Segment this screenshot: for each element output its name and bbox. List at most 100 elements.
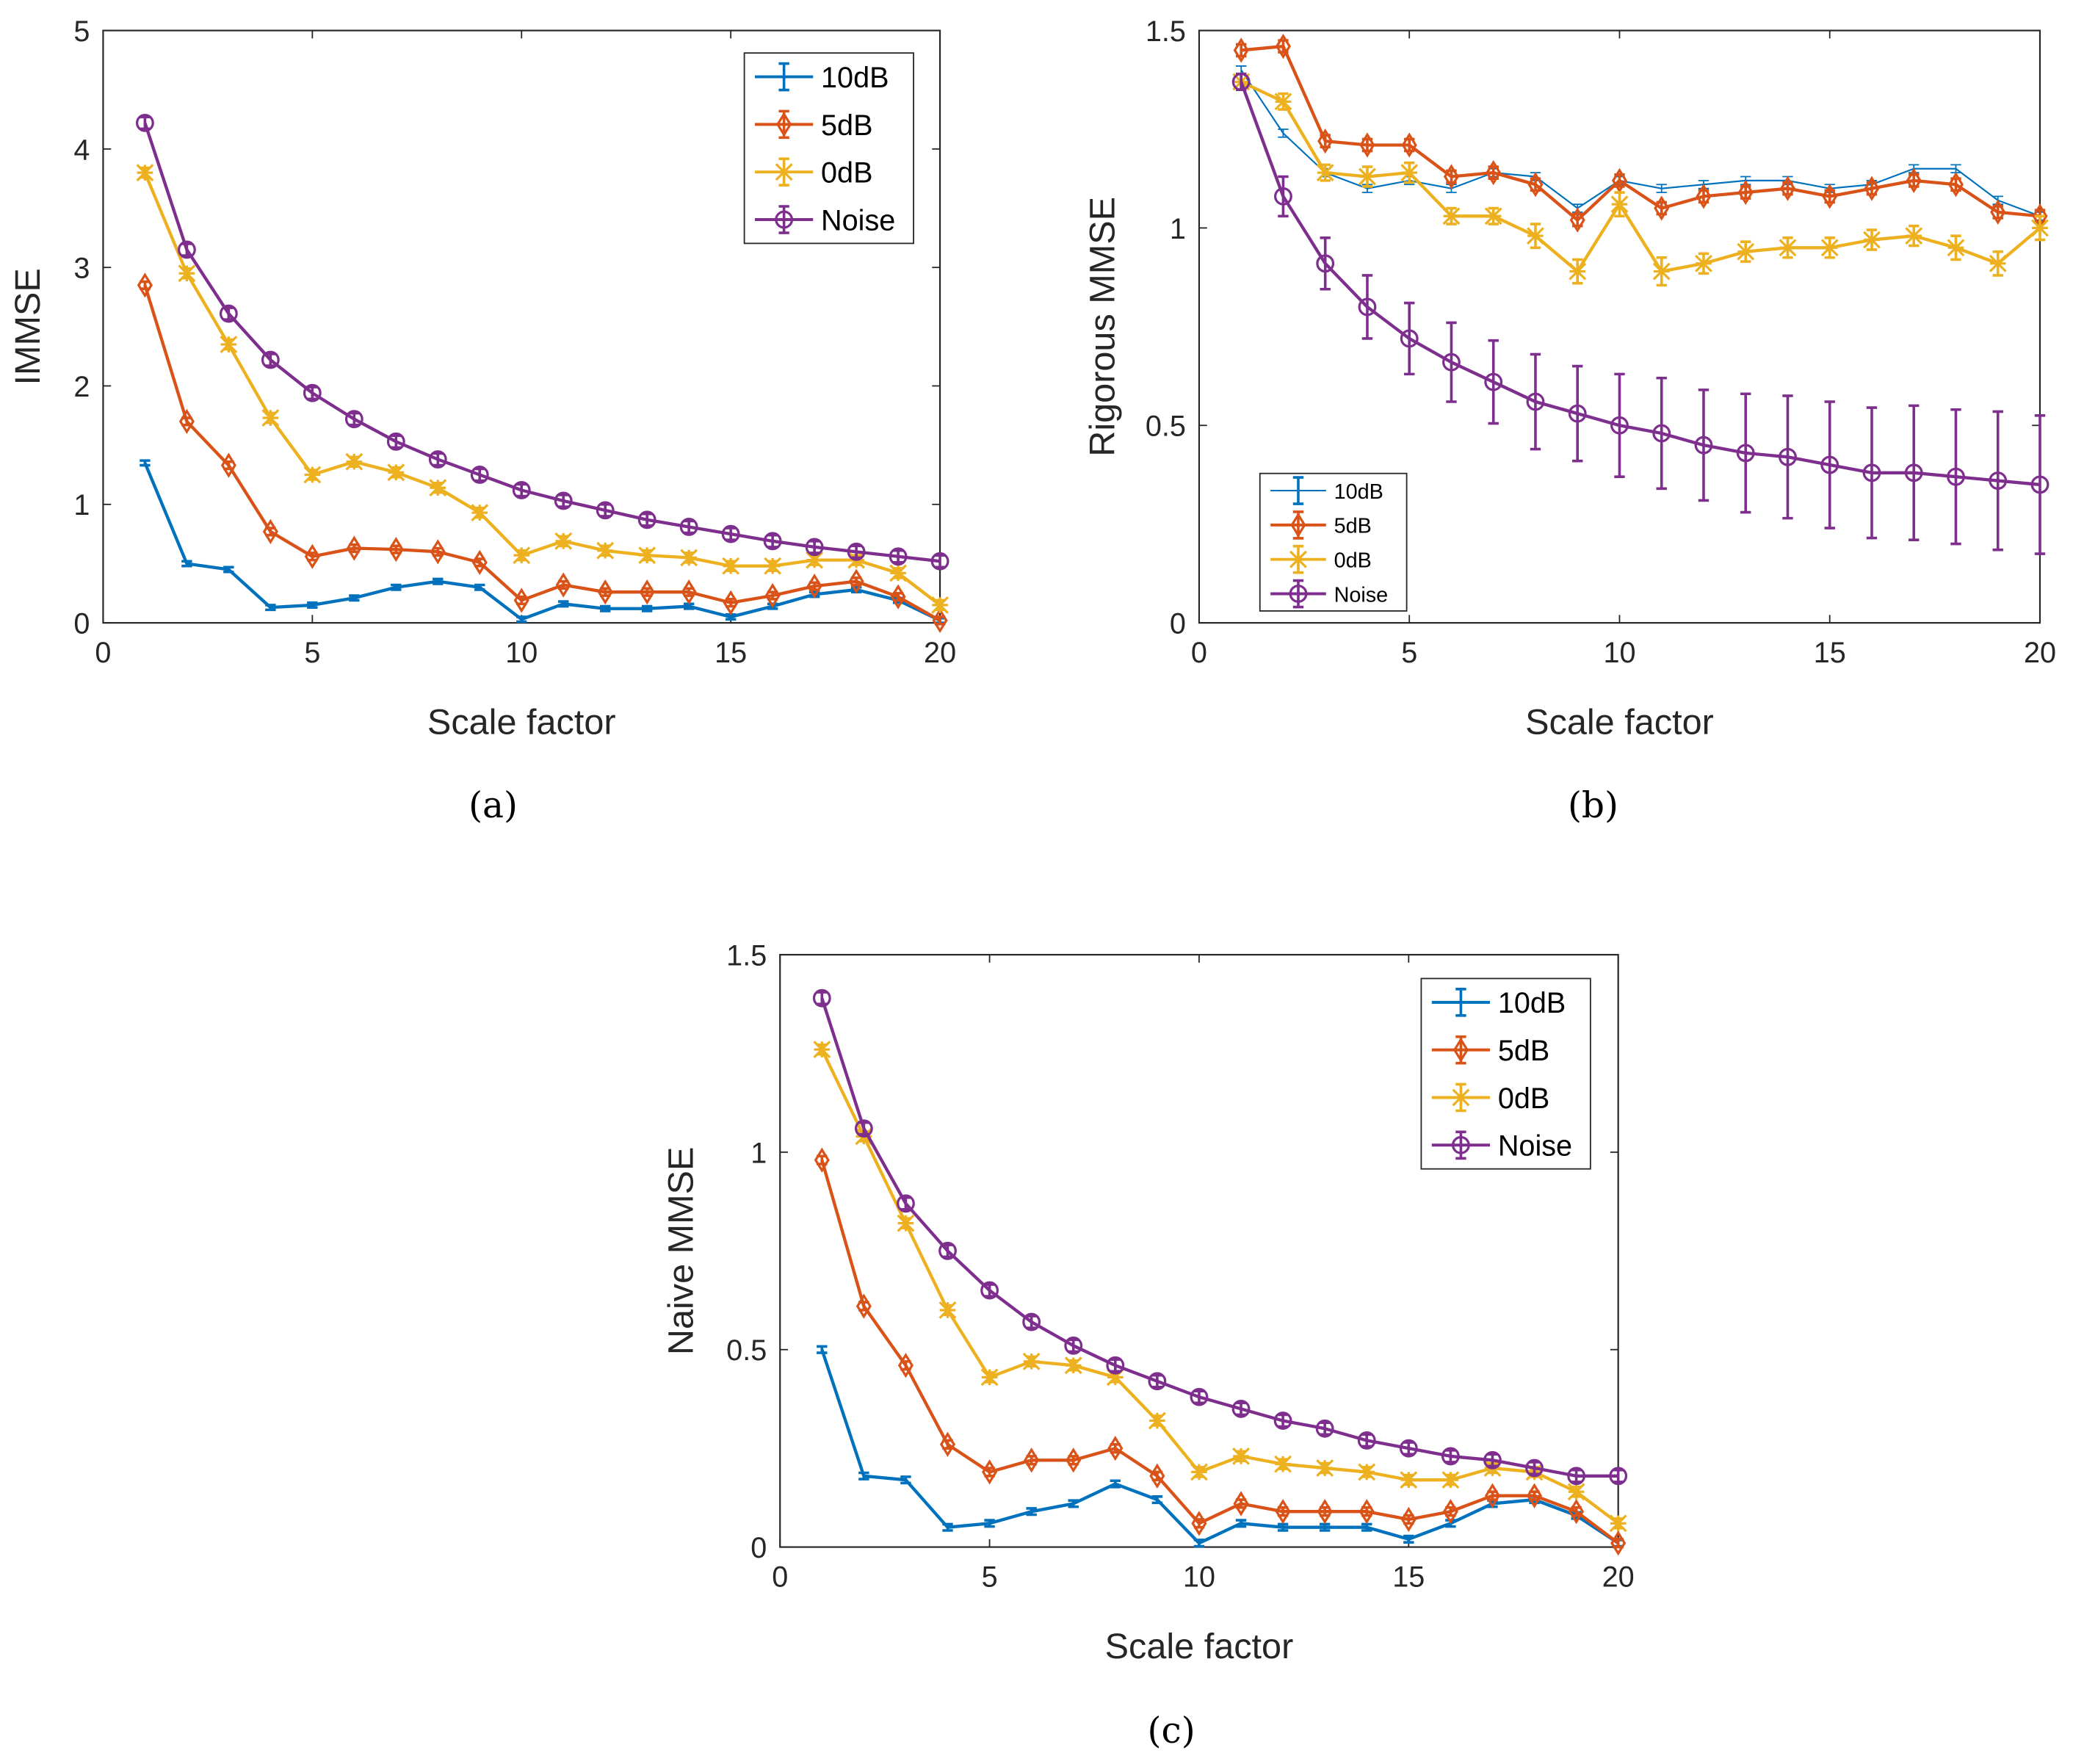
data-point-diamond: [1486, 159, 1502, 186]
data-point-star: [980, 1368, 999, 1387]
data-point-circle: [554, 491, 573, 510]
data-point-diamond: [897, 1353, 914, 1378]
data-point-diamond: [1024, 1447, 1040, 1473]
legend-label: 5dB: [1498, 1035, 1549, 1067]
legend-marker-star: [1452, 1088, 1470, 1107]
x-tick-label: 10: [1183, 1561, 1215, 1594]
data-point-star: [1905, 227, 1923, 245]
data-point-circle: [1567, 1467, 1586, 1486]
x-axis-label: Scale factor: [1525, 702, 1714, 742]
data-point-circle: [1315, 1419, 1334, 1438]
data-point-diamond: [1611, 167, 1628, 194]
data-point-star: [1569, 262, 1587, 281]
data-point-circle: [854, 1119, 873, 1138]
error-bar: [1404, 301, 1415, 376]
data-point-diamond: [1233, 1491, 1249, 1517]
data-point-diamond: [1990, 199, 2006, 225]
data-point-circle: [980, 1281, 999, 1300]
data-point-diamond: [1317, 128, 1334, 154]
legend-item-5dB: 5dB: [755, 109, 872, 142]
data-point-diamond: [137, 272, 153, 298]
data-point-star: [2031, 219, 2049, 237]
data-point-diamond: [806, 573, 822, 599]
error-bar: [1698, 388, 1710, 502]
data-point-circle: [1231, 73, 1251, 91]
data-point-star: [387, 463, 405, 482]
y-axis-label: Rigorous MMSE: [1083, 197, 1123, 457]
data-point-circle: [721, 524, 740, 543]
legend-box: [743, 52, 914, 245]
data-point-diamond: [1947, 172, 1964, 198]
data-point-diamond: [1906, 167, 1922, 194]
data-point-diamond: [1275, 1499, 1291, 1525]
x-tick-label: 5: [304, 637, 320, 669]
data-point-star: [1695, 254, 1712, 272]
data-point-circle: [344, 410, 363, 429]
legend-item-5dB: 5dB: [1431, 1035, 1549, 1067]
legend-label: 0dB: [1498, 1082, 1549, 1115]
legend-label: 0dB: [1334, 549, 1372, 573]
data-point-star: [345, 452, 363, 471]
data-point-diamond: [890, 584, 906, 610]
data-point-star: [1820, 239, 1839, 257]
error-bar: [1361, 274, 1373, 340]
error-bar: [1950, 408, 1961, 546]
legend-label: 10dB: [1498, 987, 1566, 1019]
data-point-circle: [1904, 463, 1923, 482]
data-point-diamond: [1400, 1506, 1417, 1533]
data-point-star: [1442, 207, 1461, 225]
data-point-circle: [261, 350, 280, 369]
data-point-star: [1947, 239, 1965, 257]
x-axis-label: Scale factor: [1105, 1627, 1294, 1666]
data-point-circle: [428, 450, 447, 469]
data-point-star: [1400, 1471, 1418, 1489]
data-point-diamond: [597, 579, 613, 605]
data-point-star: [1989, 254, 2007, 272]
data-point-circle: [1148, 1372, 1167, 1391]
x-tick-label: 0: [1191, 637, 1207, 669]
data-point-circle: [763, 532, 782, 551]
series-0dB: [1232, 72, 2049, 287]
y-tick-label: 0.5: [1146, 411, 1186, 443]
data-point-star: [1106, 1368, 1124, 1387]
data-point-star: [596, 541, 615, 560]
legend-error-bar: [1292, 476, 1304, 505]
data-point-star: [303, 466, 322, 484]
data-point-diamond: [1107, 1436, 1124, 1461]
data-point-circle: [847, 542, 866, 561]
x-tick-label: 0: [772, 1561, 788, 1594]
data-point-diamond: [1526, 1483, 1543, 1508]
data-point-diamond: [1822, 184, 1838, 209]
data-point-circle: [1779, 447, 1797, 466]
x-tick-label: 5: [1401, 637, 1417, 669]
data-point-circle: [1231, 1399, 1251, 1418]
data-point-circle: [1441, 1447, 1460, 1466]
data-point-star: [938, 1301, 957, 1319]
data-point-circle: [637, 510, 656, 529]
data-point-diamond: [1443, 164, 1460, 189]
data-point-circle: [470, 466, 489, 484]
legend-marker-star: [775, 163, 793, 181]
legend: 10dB 5dB 0dB Noise: [1259, 472, 1408, 612]
legend-marker-circle: [775, 210, 794, 229]
data-point-star: [1359, 167, 1376, 186]
legend-label: Noise: [1498, 1130, 1572, 1163]
data-point-circle: [1483, 1450, 1502, 1470]
legend-label: 5dB: [821, 109, 872, 142]
data-point-diamond: [220, 452, 236, 478]
data-point-circle: [1652, 424, 1671, 443]
series-Noise: [135, 113, 949, 571]
y-axis-label: IMMSE: [8, 268, 48, 385]
data-point-star: [806, 551, 824, 569]
x-tick-label: 5: [982, 1561, 998, 1594]
data-point-star: [261, 409, 280, 427]
data-point-circle: [1274, 187, 1292, 206]
data-point-circle: [2030, 475, 2050, 494]
data-point-star: [429, 479, 447, 497]
data-point-diamond: [814, 1147, 830, 1173]
legend-error-bar: [778, 62, 789, 92]
data-point-star: [1441, 1471, 1460, 1489]
legend-item-Noise: Noise: [755, 204, 895, 236]
x-tick-label: 20: [1602, 1561, 1635, 1594]
